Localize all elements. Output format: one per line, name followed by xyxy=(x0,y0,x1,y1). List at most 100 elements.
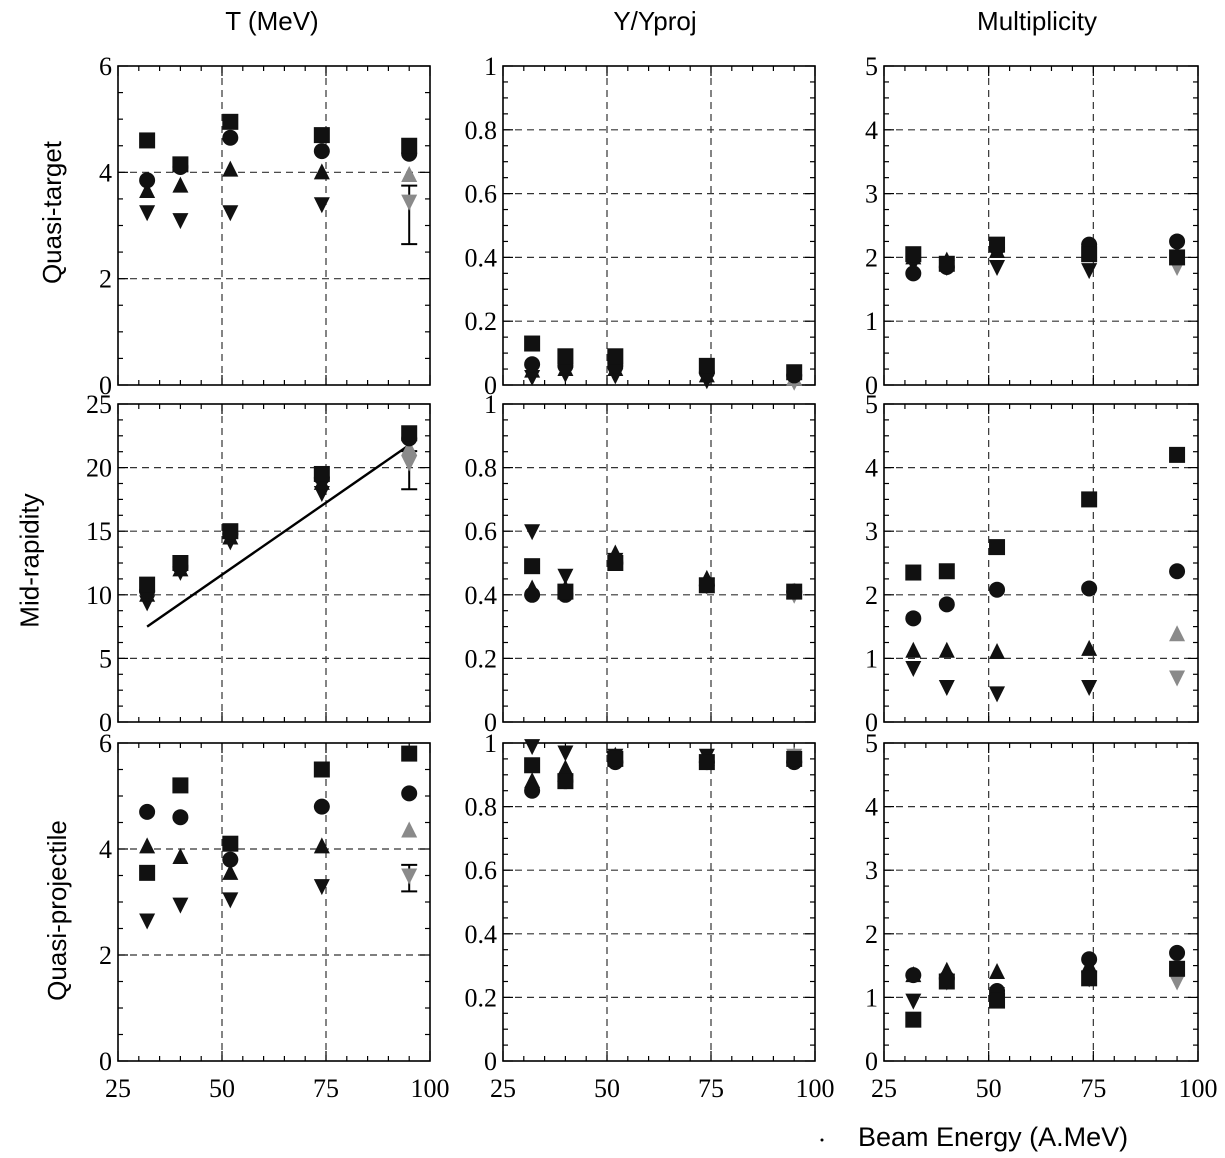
panel-6: 0 2 4 6 25 50 75 100 xyxy=(99,729,450,1103)
x-tick-label: 100 xyxy=(796,1074,835,1103)
y-tick-label: 2 xyxy=(865,920,878,949)
y-tick-label: 0.8 xyxy=(465,454,498,483)
marker-square xyxy=(1081,491,1098,508)
y-tick-label: 5 xyxy=(865,390,878,419)
marker-triangle-down xyxy=(401,868,418,885)
marker-triangle-up xyxy=(172,176,189,193)
marker-triangle-up xyxy=(989,962,1006,979)
marker-square xyxy=(401,425,418,442)
y-tick-label: 0.4 xyxy=(465,243,498,272)
marker-triangle-up xyxy=(222,160,239,177)
panel-3: 0 5 10 15 20 25 xyxy=(86,390,431,737)
y-tick-label: 1 xyxy=(865,644,878,673)
y-tick-label: 2 xyxy=(865,243,878,272)
marker-circle xyxy=(938,596,955,613)
marker-circle xyxy=(222,129,239,146)
marker-triangle-down xyxy=(313,486,330,503)
y-tick-label: 3 xyxy=(865,517,878,546)
y-tick-label: 3 xyxy=(865,180,878,209)
marker-square xyxy=(938,973,955,990)
marker-circle xyxy=(1081,951,1098,968)
marker-square xyxy=(401,137,418,154)
marker-triangle-up xyxy=(401,165,418,182)
marker-triangle-up xyxy=(139,837,156,854)
marker-square xyxy=(172,777,189,794)
y-tick-label: 0.8 xyxy=(465,116,498,145)
panel-frame xyxy=(883,403,1199,723)
marker-triangle-down xyxy=(1081,263,1098,280)
marker-triangle-up xyxy=(139,181,156,198)
marker-circle xyxy=(172,809,189,826)
y-tick-label: 4 xyxy=(99,158,112,187)
x-tick-label: 100 xyxy=(411,1074,450,1103)
marker-triangle-down xyxy=(313,197,330,214)
y-tick-label: 15 xyxy=(86,517,112,546)
marker-triangle-down xyxy=(905,660,922,677)
y-tick-label: 0 xyxy=(865,1047,878,1076)
marker-square xyxy=(698,357,715,374)
marker-circle xyxy=(524,356,541,373)
marker-square xyxy=(1169,446,1186,463)
y-tick-label: 0 xyxy=(484,708,497,737)
marker-triangle-down xyxy=(1169,670,1186,687)
y-tick-label: 4 xyxy=(865,454,878,483)
panel-frame xyxy=(117,65,431,386)
x-tick-label: 75 xyxy=(1080,1074,1106,1103)
marker-triangle-down xyxy=(905,993,922,1010)
y-tick-label: 0.4 xyxy=(465,920,498,949)
marker-triangle-down xyxy=(1169,974,1186,991)
marker-triangle-down xyxy=(172,897,189,914)
y-tick-label: 0 xyxy=(484,1047,497,1076)
x-tick-label: 25 xyxy=(105,1074,131,1103)
marker-circle xyxy=(222,851,239,868)
column-title-temperature: T (MeV) xyxy=(225,6,319,36)
marker-circle xyxy=(139,803,156,820)
y-tick-label: 0.2 xyxy=(465,644,498,673)
marker-square xyxy=(1081,970,1098,987)
marker-circle xyxy=(313,798,330,815)
y-tick-label: 6 xyxy=(99,52,112,81)
marker-triangle-down xyxy=(139,205,156,222)
marker-circle xyxy=(905,265,922,282)
marker-square xyxy=(222,523,239,540)
marker-triangle-up xyxy=(1081,639,1098,656)
marker-triangle-up xyxy=(401,821,418,838)
marker-square xyxy=(557,583,574,600)
y-tick-label: 0.2 xyxy=(465,983,498,1012)
panel-frame xyxy=(883,742,1199,1062)
y-tick-label: 0.2 xyxy=(465,307,498,336)
panel-7: 0 0.2 0.4 0.6 0.8 1 25 50 75 100 xyxy=(465,729,835,1103)
marker-triangle-up xyxy=(313,163,330,180)
marker-square xyxy=(1081,246,1098,263)
marker-square xyxy=(313,127,330,144)
marker-triangle-up xyxy=(1169,625,1186,642)
marker-square xyxy=(786,750,803,767)
marker-square xyxy=(172,156,189,173)
marker-square xyxy=(313,761,330,778)
marker-square xyxy=(905,564,922,581)
marker-triangle-down xyxy=(401,194,418,211)
y-tick-label: 0 xyxy=(99,371,112,400)
marker-square xyxy=(698,577,715,594)
y-tick-label: 2 xyxy=(99,941,112,970)
marker-circle xyxy=(905,967,922,984)
marker-triangle-up xyxy=(938,641,955,658)
x-axis-title: Beam Energy (A.MeV) xyxy=(858,1122,1129,1152)
y-tick-label: 2 xyxy=(99,265,112,294)
y-tick-label: 0 xyxy=(865,371,878,400)
marker-triangle-down xyxy=(989,259,1006,276)
marker-square xyxy=(607,750,624,767)
panel-frame xyxy=(502,403,816,723)
marker-square xyxy=(786,364,803,381)
y-tick-label: 0.6 xyxy=(465,517,498,546)
marker-square xyxy=(1169,249,1186,266)
y-tick-label: 0 xyxy=(484,371,497,400)
marker-square xyxy=(989,236,1006,253)
marker-square xyxy=(905,246,922,263)
column-title-rapidity: Y/Yproj xyxy=(613,6,697,36)
marker-triangle-down xyxy=(557,568,574,585)
marker-circle xyxy=(313,143,330,160)
marker-triangle-down xyxy=(222,892,239,909)
y-tick-label: 1 xyxy=(484,729,497,758)
panel-frame xyxy=(883,65,1199,386)
